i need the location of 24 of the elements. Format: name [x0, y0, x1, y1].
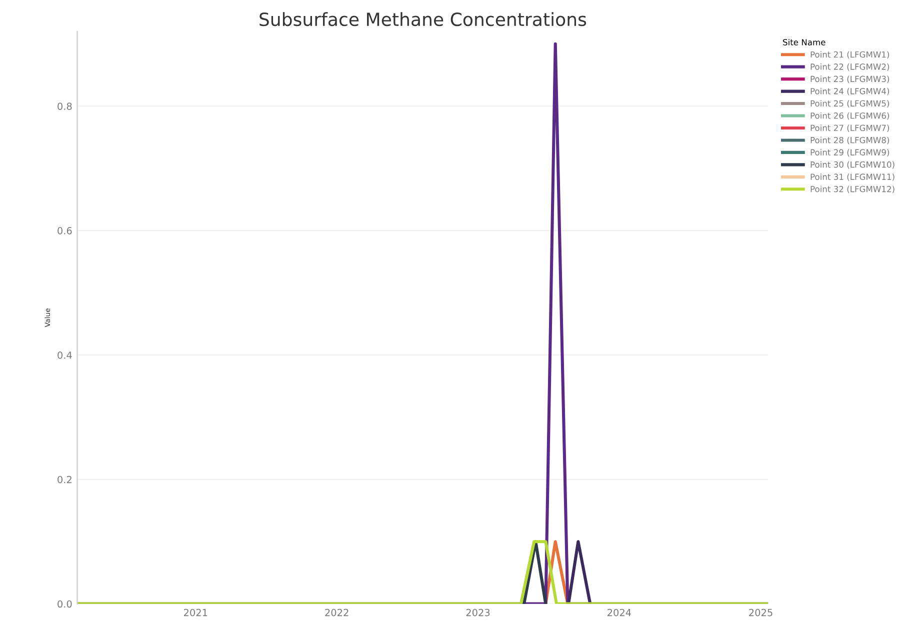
- y-tick-label: 0.2: [58, 476, 72, 484]
- y-tick-label: 0.4: [58, 351, 72, 359]
- y-tick-label: 0.0: [58, 600, 72, 608]
- x-tick-label: 2025: [749, 608, 772, 616]
- legend-label: Point 29 (LFGMW9): [810, 149, 890, 156]
- chart-title: Subsurface Methane Concentrations: [260, 12, 586, 26]
- legend-label: Point 32 (LFGMW12): [810, 186, 894, 194]
- x-tick-label: 2024: [608, 608, 632, 616]
- legend-label: Point 28 (LFGMW8): [810, 136, 890, 144]
- legend-label: Point 23 (LFGMW3): [810, 76, 890, 84]
- legend-label: Point 26 (LFGMW6): [810, 112, 890, 120]
- legend-label: Point 21 (LFGMW1): [810, 51, 890, 59]
- legend-title: Site Name: [783, 38, 826, 46]
- x-tick-label: 2021: [184, 608, 208, 616]
- legend-label: Point 30 (LFGMW10): [810, 161, 894, 169]
- x-tick-label: 2022: [325, 608, 348, 616]
- legend-label: Point 31 (LFGMW11): [810, 174, 894, 181]
- legend-label: Point 25 (LFGMW5): [810, 100, 890, 108]
- legend-label: Point 22 (LFGMW2): [810, 63, 890, 71]
- y-tick-label: 0.8: [58, 102, 72, 110]
- legend-label: Point 27 (LFGMW7): [810, 124, 890, 132]
- legend-label: Point 24 (LFGMW4): [810, 88, 890, 96]
- y-tick-label: 0.6: [58, 227, 72, 234]
- x-tick-label: 2023: [466, 608, 490, 616]
